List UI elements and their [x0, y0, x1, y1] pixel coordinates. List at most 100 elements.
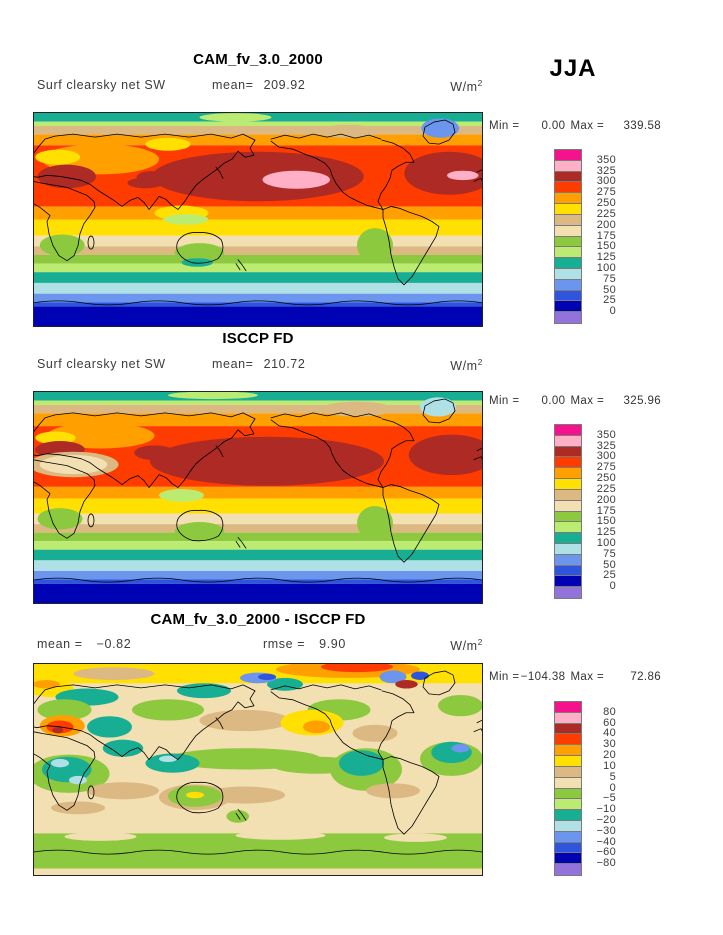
colorbar-tick-label: 150 — [596, 240, 616, 253]
colorbar-tick-label: 75 — [603, 272, 616, 285]
colorbar-tick-label: 0 — [609, 305, 616, 318]
colorbar-tick-label: 200 — [596, 218, 616, 231]
colorbar-cell — [555, 258, 581, 269]
colorbar-tick-label: 175 — [596, 504, 616, 517]
colorbar-cell — [555, 160, 581, 172]
panel3-units: W/m2 — [450, 637, 483, 654]
colorbar-cell — [555, 864, 581, 875]
colorbar-tick-label: 275 — [596, 461, 616, 474]
panel2-subtitle-row: Surf clearsky net SW mean= 210.72 W/m2 — [33, 357, 483, 373]
colorbar-tick-label: 150 — [596, 515, 616, 528]
colorbar-cell — [555, 301, 581, 313]
panel2-minmax: Min = 0.00 Max = 325.96 — [489, 395, 662, 407]
colorbar-tick-label: −60 — [596, 846, 616, 859]
colorbar-cell — [555, 702, 581, 713]
colorbar-tick-label: 75 — [603, 547, 616, 560]
colorbar-tick-label: 300 — [596, 450, 616, 463]
panel3-rmse: rmse = 9.90 — [263, 637, 346, 651]
colorbar-tick-label: 175 — [596, 229, 616, 242]
colorbar-cell — [555, 820, 581, 832]
colorbar-tick-label: 225 — [596, 482, 616, 495]
map-panel3 — [33, 663, 483, 876]
panel1-minmax: Min = 0.00 Max = 339.58 — [489, 120, 662, 132]
panel2-units: W/m2 — [450, 357, 483, 374]
colorbar-tick-label: 100 — [596, 537, 616, 550]
colorbar-cell — [555, 435, 581, 447]
colorbar-cell — [555, 457, 581, 469]
colorbar-cell — [555, 468, 581, 480]
colorbar-tick-label: 250 — [596, 197, 616, 210]
colorbar-tick-label: 60 — [603, 716, 616, 729]
colorbar-tick-label: 25 — [603, 569, 616, 582]
colorbar-tick-label: −80 — [596, 857, 616, 870]
colorbar-tick-label: 100 — [596, 262, 616, 275]
colorbar-cell — [555, 171, 581, 183]
colorbar-tick-label: 200 — [596, 493, 616, 506]
colorbar-cell — [555, 810, 581, 821]
panel2-mean: mean= 210.72 — [212, 357, 306, 371]
colorbar-cell — [555, 723, 581, 735]
panel2-title: ISCCP FD — [222, 330, 294, 347]
panel2-field-label: Surf clearsky net SW — [37, 357, 166, 371]
colorbar-tick-label: 0 — [609, 781, 616, 794]
colorbar-tick-label: 0 — [609, 580, 616, 593]
panel3-minmax: Min = −104.38 Max = 72.86 — [489, 671, 662, 683]
colorbar-cell — [555, 831, 581, 843]
colorbar-cell — [555, 777, 581, 789]
panel1-title: CAM_fv_3.0_2000 — [193, 51, 323, 68]
colorbar-cell — [555, 279, 581, 291]
colorbar-cell — [555, 745, 581, 757]
colorbar-tick-label: 50 — [603, 283, 616, 296]
colorbar-tick-label: 125 — [596, 526, 616, 539]
colorbar-cell — [555, 788, 581, 800]
colorbar-tick-label: 30 — [603, 738, 616, 751]
colorbar-cell — [555, 150, 581, 161]
colorbar-cell — [555, 247, 581, 259]
colorbar-tick-label: −20 — [596, 814, 616, 827]
season-label: JJA — [549, 55, 597, 82]
colorbar-cell — [555, 533, 581, 544]
colorbar-tick-label: 250 — [596, 472, 616, 485]
colorbar-tick-label: 325 — [596, 164, 616, 177]
colorbar-cell — [555, 756, 581, 767]
colorbar-tick-label: 10 — [603, 759, 616, 772]
colorbar-tick-label: 50 — [603, 558, 616, 571]
colorbar-cell — [555, 511, 581, 523]
map-panel2 — [33, 391, 483, 604]
map-panel1 — [33, 112, 483, 327]
colorbar-cell — [555, 214, 581, 226]
colorbar-tick-label: −10 — [596, 803, 616, 816]
colorbar-cell — [555, 489, 581, 501]
panel1-subtitle-row: Surf clearsky net SW mean= 209.92 W/m2 — [33, 78, 483, 94]
colorbar-tick-label: −40 — [596, 835, 616, 848]
colorbar-cell — [555, 565, 581, 577]
panel1-units: W/m2 — [450, 78, 483, 95]
colorbar-cell — [555, 842, 581, 854]
colorbar-cell — [555, 312, 581, 323]
colorbar-tick-label: 20 — [603, 749, 616, 762]
colorbar-cell — [555, 500, 581, 512]
colorbar-tick-label: 350 — [596, 153, 616, 166]
panel1-mean: mean= 209.92 — [212, 78, 306, 92]
panel3-title: CAM_fv_3.0_2000 - ISCCP FD — [150, 611, 366, 628]
colorbar-tick-label: 300 — [596, 175, 616, 188]
colorbar-cell — [555, 576, 581, 588]
colorbar-tick-label: 5 — [609, 770, 616, 783]
colorbar-cell — [555, 182, 581, 194]
colorbar-cell — [555, 734, 581, 746]
panel3-stats-row: mean = −0.82 rmse = 9.90 W/m2 — [33, 637, 483, 653]
colorbar-cell — [555, 479, 581, 490]
colorbar-tick-label: −5 — [602, 792, 616, 805]
colorbar-tick-label: 125 — [596, 251, 616, 264]
colorbar-cell — [555, 290, 581, 302]
colorbar-tick-label: 40 — [603, 727, 616, 740]
colorbar-tick-label: 350 — [596, 428, 616, 441]
colorbar-cell — [555, 236, 581, 248]
colorbar-cell — [555, 204, 581, 215]
colorbar-tick-label: 25 — [603, 294, 616, 307]
panel3-mean: mean = −0.82 — [37, 637, 132, 651]
colorbar-cell — [555, 853, 581, 865]
colorbar-tick-label: 80 — [603, 705, 616, 718]
colorbar-cell — [555, 543, 581, 555]
colorbar-tick-label: 275 — [596, 186, 616, 199]
